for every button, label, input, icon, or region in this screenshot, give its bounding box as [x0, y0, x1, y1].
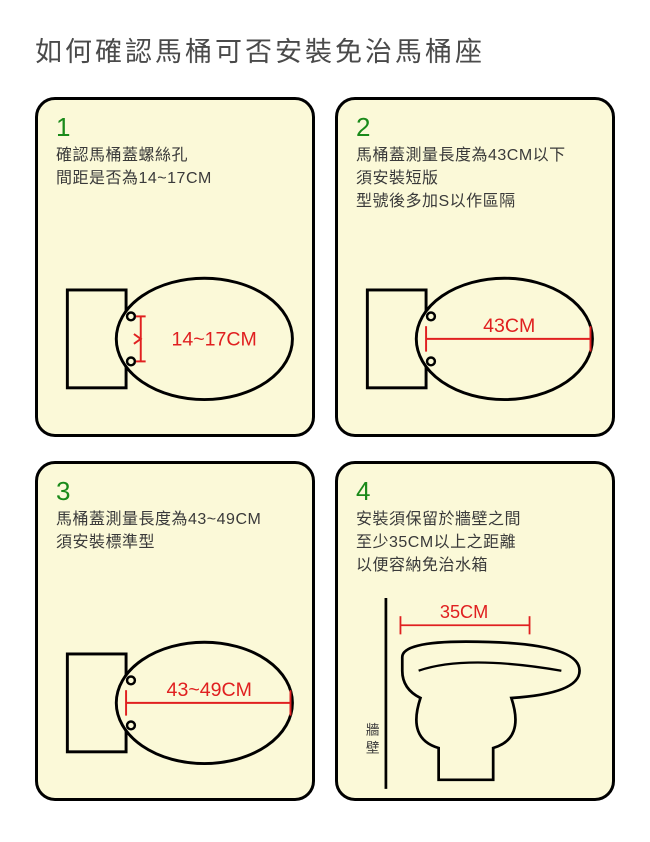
step-desc: 馬桶蓋測量長度為43CM以下 須安裝短版 型號後多加S以作區隔 — [356, 144, 594, 214]
wall-label-2: 壁 — [366, 741, 380, 756]
panel-2: 2 馬桶蓋測量長度為43CM以下 須安裝短版 型號後多加S以作區隔 43CM — [335, 97, 615, 437]
measure-label: 14~17CM — [171, 329, 256, 351]
panel-1: 1 確認馬桶蓋螺絲孔 間距是否為14~17CM 14~17CM — [35, 97, 315, 437]
wall-label-1: 牆 — [366, 722, 380, 737]
measure-label: 35CM — [440, 602, 488, 622]
step-number: 2 — [356, 114, 594, 140]
step-number: 3 — [56, 478, 294, 504]
step-desc: 確認馬桶蓋螺絲孔 間距是否為14~17CM — [56, 144, 294, 190]
step-number: 1 — [56, 114, 294, 140]
panel-grid: 1 確認馬桶蓋螺絲孔 間距是否為14~17CM 14~17CM 2 — [35, 97, 615, 801]
diagram-toilet-side: 牆 壁 35CM — [338, 598, 612, 798]
measure-label: 43CM — [483, 315, 535, 337]
step-number: 4 — [356, 478, 594, 504]
panel-4: 4 安裝須保留於牆壁之間 至少35CM以上之距離 以便容納免治水箱 牆 壁 35… — [335, 461, 615, 801]
step-desc: 馬桶蓋測量長度為43~49CM 須安裝標準型 — [56, 508, 294, 554]
page-title: 如何確認馬桶可否安裝免治馬桶座 — [35, 30, 615, 69]
diagram-seat-vertical: 14~17CM — [38, 234, 312, 434]
diagram-seat-horizontal: 43~49CM — [38, 598, 312, 798]
step-desc: 安裝須保留於牆壁之間 至少35CM以上之距離 以便容納免治水箱 — [356, 508, 594, 578]
panel-3: 3 馬桶蓋測量長度為43~49CM 須安裝標準型 43~49CM — [35, 461, 315, 801]
measure-label: 43~49CM — [167, 679, 252, 701]
diagram-seat-horizontal: 43CM — [338, 234, 612, 434]
